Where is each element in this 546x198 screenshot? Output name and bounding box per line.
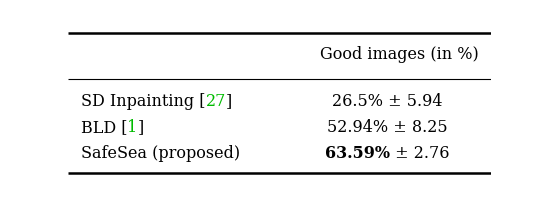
Text: Good images (in %): Good images (in %) bbox=[320, 46, 479, 63]
Text: SD Inpainting [: SD Inpainting [ bbox=[81, 93, 205, 110]
Text: 1: 1 bbox=[127, 119, 138, 136]
Text: 63.59%: 63.59% bbox=[325, 145, 390, 162]
Text: BLD [: BLD [ bbox=[81, 119, 127, 136]
Text: SafeSea (proposed): SafeSea (proposed) bbox=[81, 145, 240, 162]
Text: 52.94% ± 8.25: 52.94% ± 8.25 bbox=[328, 119, 448, 136]
Text: ± 2.76: ± 2.76 bbox=[390, 145, 450, 162]
Text: 26.5% ± 5.94: 26.5% ± 5.94 bbox=[333, 93, 443, 110]
Text: ]: ] bbox=[226, 93, 232, 110]
Text: ]: ] bbox=[138, 119, 144, 136]
Text: 27: 27 bbox=[205, 93, 226, 110]
